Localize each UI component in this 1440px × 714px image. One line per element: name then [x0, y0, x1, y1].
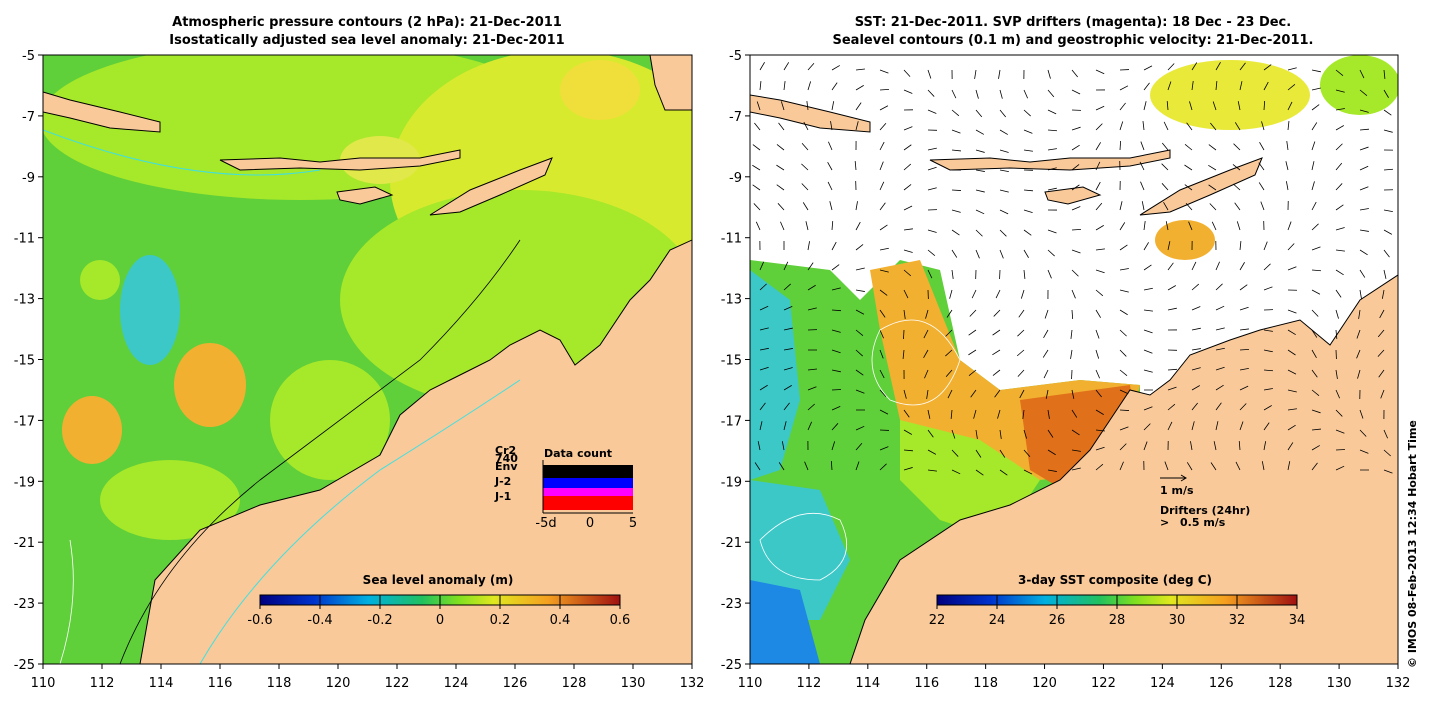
right-y-tick-label: -7 [729, 110, 742, 125]
right-y-tick-label: -15 [721, 354, 742, 369]
left-x-tick-label: 114 [149, 676, 174, 691]
left-colorbar-tick-label: 0.4 [550, 613, 571, 628]
left-x-tick-label: 110 [31, 676, 56, 691]
left-map [40, 40, 730, 664]
velocity-arrow [1336, 449, 1345, 450]
sat-env: Env [495, 460, 518, 473]
data-count-title: Data count [544, 447, 612, 460]
right-x-tick-label: 122 [1091, 676, 1116, 691]
left-y-tick-label: -11 [14, 232, 35, 247]
right-x-tick-label: 124 [1150, 676, 1175, 691]
right-title-line1: SST: 21-Dec-2011. SVP drifters (magenta)… [855, 15, 1291, 30]
left-y-tick-label: -15 [14, 354, 35, 369]
left-colorbar-tick-label: -0.2 [367, 613, 392, 628]
right-title-line2: Sealevel contours (0.1 m) and geostrophi… [833, 33, 1314, 48]
sat-j2: J-2 [494, 475, 511, 488]
left-y-tick-label: -5 [22, 49, 35, 64]
right-colorbar-tick-label: 22 [929, 613, 946, 628]
right-colorbar-tick-label: 32 [1229, 613, 1246, 628]
right-x-tick-label: 132 [1386, 676, 1411, 691]
left-x-tick-label: 132 [680, 676, 705, 691]
right-y-tick-label: -17 [721, 414, 742, 429]
left-x-tick-label: 126 [503, 676, 528, 691]
right-y-tick-label: -9 [729, 171, 742, 186]
left-y-tick-label: -25 [14, 658, 35, 673]
left-colorbar-tick-label: -0.6 [247, 613, 272, 628]
dc-tick-1: 0 [586, 516, 594, 531]
drifters-speed: 0.5 m/s [1180, 516, 1226, 529]
right-y-tick-label: -21 [721, 536, 742, 551]
left-y-tick-label: -7 [22, 110, 35, 125]
right-y-tick-label: -5 [729, 49, 742, 64]
right-y-tick-label: -23 [721, 597, 742, 612]
sat-j1: J-1 [494, 490, 511, 503]
left-x-tick-label: 124 [444, 676, 469, 691]
right-y-tick-label: -11 [721, 232, 742, 247]
velocity-arrow [903, 330, 904, 339]
right-x-tick-label: 112 [796, 676, 821, 691]
left-x-tick-label: 122 [385, 676, 410, 691]
right-y-tick-label: -13 [721, 293, 742, 308]
left-y-tick-label: -21 [14, 536, 35, 551]
left-colorbar-tick-label: 0 [436, 613, 444, 628]
right-colorbar-tick-label: 34 [1289, 613, 1306, 628]
left-y-tick-label: -13 [14, 293, 35, 308]
left-y-tick-label: -23 [14, 597, 35, 612]
left-title-line2: Isostatically adjusted sea level anomaly… [169, 33, 564, 48]
left-y-tick-label: -9 [22, 171, 35, 186]
right-x-tick-label: 118 [973, 676, 998, 691]
left-y-tick-label: -17 [14, 414, 35, 429]
data-count-bars [543, 465, 633, 510]
right-colorbar-label: 3-day SST composite (deg C) [1018, 573, 1212, 587]
left-title-line1: Atmospheric pressure contours (2 hPa): 2… [172, 15, 562, 30]
left-x-tick-label: 128 [562, 676, 587, 691]
drifter-marker: > [1160, 516, 1169, 529]
velocity-arrow [1120, 410, 1129, 411]
scale-label: 1 m/s [1160, 484, 1194, 497]
right-x-tick-label: 130 [1327, 676, 1352, 691]
left-x-tick-label: 118 [267, 676, 292, 691]
left-y-tick-label: -19 [14, 475, 35, 490]
right-x-tick-label: 128 [1268, 676, 1293, 691]
right-x-tick-label: 110 [738, 676, 763, 691]
right-colorbar-tick-label: 28 [1109, 613, 1126, 628]
right-x-tick-label: 116 [914, 676, 939, 691]
imos-credit: © IMOS 08-Feb-2013 12:34 Hobart Time [1406, 420, 1419, 668]
right-colorbar-tick-label: 26 [1049, 613, 1066, 628]
velocity-arrow [952, 190, 961, 191]
dc-tick-2: 5 [629, 516, 637, 531]
right-y-tick-label: -19 [721, 475, 742, 490]
dc-tick-0: -5d [535, 516, 556, 531]
left-colorbar-label: Sea level anomaly (m) [363, 573, 514, 587]
left-x-tick-label: 130 [621, 676, 646, 691]
left-x-tick-label: 112 [90, 676, 115, 691]
left-x-tick-label: 116 [208, 676, 233, 691]
right-x-tick-label: 126 [1209, 676, 1234, 691]
left-x-tick-label: 120 [326, 676, 351, 691]
right-y-tick-label: -25 [721, 658, 742, 673]
right-colorbar-tick-label: 30 [1169, 613, 1186, 628]
left-colorbar-tick-label: -0.4 [307, 613, 332, 628]
right-x-tick-label: 120 [1032, 676, 1057, 691]
right-colorbar-tick-label: 24 [989, 613, 1006, 628]
left-colorbar-tick-label: 0.6 [610, 613, 631, 628]
right-x-tick-label: 114 [855, 676, 880, 691]
left-colorbar-tick-label: 0.2 [490, 613, 511, 628]
